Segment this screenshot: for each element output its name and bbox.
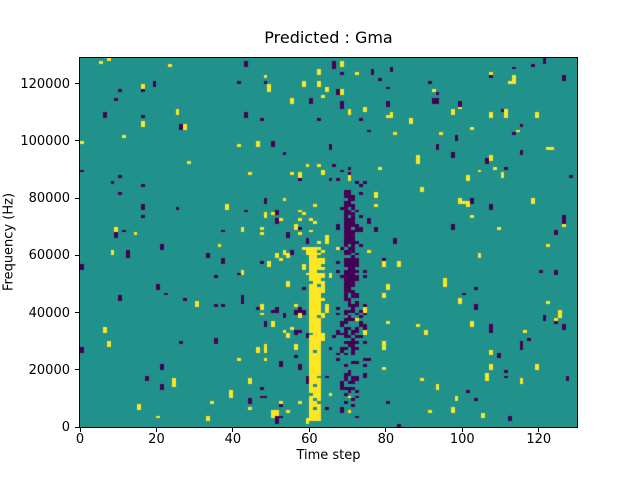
- y-tick-label: 20000: [28, 362, 70, 378]
- x-tick-mark: [538, 428, 540, 432]
- x-tick-label: 100: [449, 432, 475, 447]
- y-tick-label: 40000: [28, 305, 70, 321]
- plot-area: [79, 57, 578, 428]
- x-tick-label: 60: [301, 432, 318, 447]
- y-tick-mark: [75, 140, 79, 142]
- y-tick-label: 80000: [28, 191, 70, 207]
- x-tick-mark: [461, 428, 463, 432]
- x-tick-mark: [79, 428, 81, 432]
- x-axis-label: Time step: [296, 448, 361, 463]
- x-tick-label: 20: [148, 432, 165, 447]
- x-tick-label: 120: [526, 432, 552, 447]
- y-tick-mark: [75, 197, 79, 199]
- x-tick-mark: [308, 428, 310, 432]
- y-tick-mark: [75, 83, 79, 85]
- y-tick-label: 60000: [28, 248, 70, 264]
- y-tick-label: 0: [61, 420, 70, 435]
- x-tick-mark: [232, 428, 234, 432]
- y-tick-mark: [75, 369, 79, 371]
- chart-title: Predicted : Gma: [264, 28, 393, 47]
- y-tick-mark: [75, 254, 79, 256]
- y-tick-label: 100000: [20, 133, 70, 149]
- x-tick-label: 80: [377, 432, 395, 447]
- x-tick-mark: [155, 428, 157, 432]
- y-axis-label: Frequency (Hz): [1, 192, 17, 292]
- x-tick-label: 40: [224, 432, 242, 447]
- heatmap-canvas: [80, 58, 577, 427]
- x-tick-label: 0: [75, 432, 85, 447]
- x-tick-mark: [385, 428, 387, 432]
- y-tick-mark: [75, 426, 79, 428]
- y-tick-mark: [75, 312, 79, 314]
- y-tick-label: 120000: [20, 76, 70, 92]
